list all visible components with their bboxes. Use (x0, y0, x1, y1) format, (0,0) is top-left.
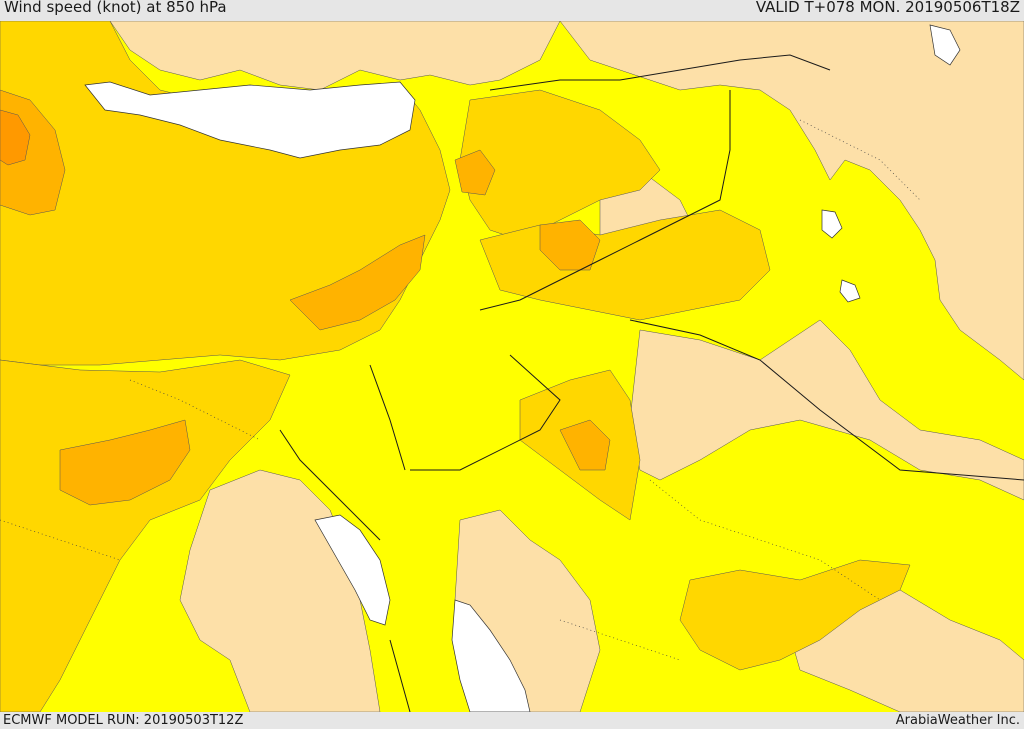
red-sea (451, 599, 531, 712)
valid-time: VALID T+078 MON. 20190506T18Z (755, 0, 1020, 16)
gold-region-levant (459, 89, 661, 241)
orange-region-egypt (59, 419, 191, 506)
tan-region-east (629, 319, 1024, 501)
tan-region-northeast (559, 21, 1024, 381)
lake-north-east (929, 24, 961, 66)
tan-region-north (109, 21, 561, 91)
model-run: ECMWF MODEL RUN: 20190503T12Z (3, 713, 244, 728)
province-borders (0, 119, 921, 661)
gold-region-arabia (679, 559, 911, 671)
orange-region-lebanon (454, 149, 496, 196)
country-borders (279, 54, 1024, 712)
mediterranean-sea (84, 81, 416, 159)
credit: ArabiaWeather Inc. (895, 713, 1020, 728)
footer-bar: ECMWF MODEL RUN: 20190503T12Z ArabiaWeat… (0, 712, 1024, 729)
lake-tharthar (821, 209, 843, 239)
title-bar: Wind speed (knot) at 850 hPa VALID T+078… (0, 0, 1024, 21)
dark-orange-core-aegean (0, 109, 31, 166)
orange-region-anatolia (289, 234, 426, 331)
wind-speed-map (0, 21, 1024, 712)
orange-region-syria (539, 219, 601, 271)
lake-razazza (839, 279, 861, 303)
map-title: Wind speed (knot) at 850 hPa (4, 0, 227, 16)
orange-region-jordan (559, 419, 611, 471)
gulf-of-suez (314, 514, 391, 626)
